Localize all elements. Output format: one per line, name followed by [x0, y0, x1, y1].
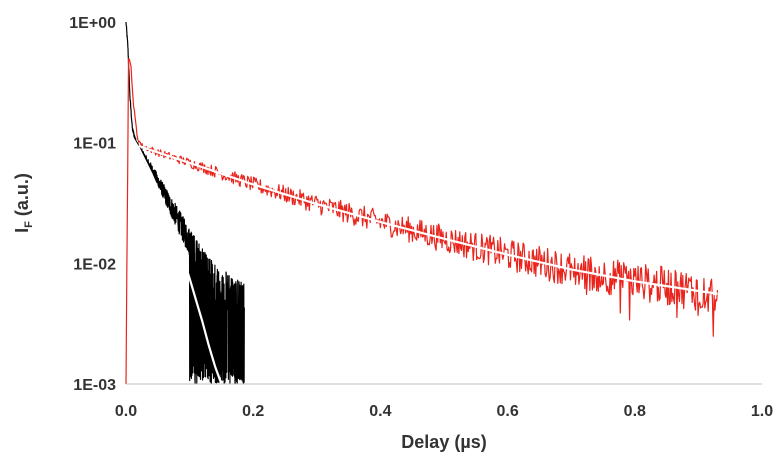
x-tick-label: 1.0 — [751, 403, 773, 420]
y-axis-title-subscript: F — [23, 221, 35, 228]
y-axis-title-suffix: (a.u.) — [12, 173, 32, 221]
x-tick-label: 0.8 — [624, 403, 646, 420]
x-tick-label: 0.2 — [242, 403, 264, 420]
x-tick-labels: 0.0 0.2 0.4 0.6 0.8 1.0 — [115, 403, 773, 420]
y-tick-label: 1E-01 — [73, 136, 116, 153]
x-tick-label: 0.6 — [496, 403, 518, 420]
x-axis-title: Delay (µs) — [401, 432, 486, 452]
decay-trace — [125, 58, 719, 385]
fit-curve — [138, 144, 718, 295]
y-axis-title-main: I — [12, 228, 32, 233]
y-tick-label: 1E+00 — [69, 15, 116, 32]
series-layer — [125, 21, 719, 385]
decay-trace — [125, 21, 245, 385]
y-tick-label: 1E-02 — [73, 256, 116, 273]
y-tick-labels: 1E+00 1E-01 1E-02 1E-03 — [69, 15, 116, 394]
x-tick-label: 0.0 — [115, 403, 137, 420]
fit-curve — [131, 137, 223, 385]
y-axis-title: IF (a.u.) — [12, 173, 35, 233]
y-tick-label: 1E-03 — [73, 377, 116, 394]
x-tick-label: 0.4 — [369, 403, 391, 420]
